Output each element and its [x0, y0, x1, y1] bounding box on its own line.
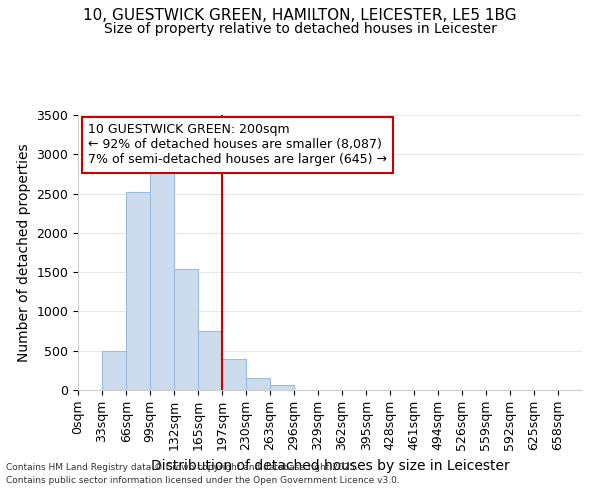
- Text: Contains HM Land Registry data © Crown copyright and database right 2025.: Contains HM Land Registry data © Crown c…: [6, 464, 358, 472]
- Bar: [221, 358, 246, 390]
- Bar: [174, 269, 199, 390]
- Text: Size of property relative to detached houses in Leicester: Size of property relative to detached ho…: [104, 22, 496, 36]
- Text: 10, GUESTWICK GREEN, HAMILTON, LEICESTER, LE5 1BG: 10, GUESTWICK GREEN, HAMILTON, LEICESTER…: [83, 8, 517, 22]
- X-axis label: Distribution of detached houses by size in Leicester: Distribution of detached houses by size …: [151, 458, 509, 472]
- Y-axis label: Number of detached properties: Number of detached properties: [17, 143, 31, 362]
- Text: 10 GUESTWICK GREEN: 200sqm
← 92% of detached houses are smaller (8,087)
7% of se: 10 GUESTWICK GREEN: 200sqm ← 92% of deta…: [88, 123, 387, 166]
- Bar: [126, 192, 150, 390]
- Bar: [150, 166, 174, 390]
- Bar: [199, 331, 223, 390]
- Bar: [270, 386, 294, 390]
- Text: Contains public sector information licensed under the Open Government Licence v3: Contains public sector information licen…: [6, 476, 400, 485]
- Bar: [246, 378, 270, 390]
- Bar: [102, 350, 126, 390]
